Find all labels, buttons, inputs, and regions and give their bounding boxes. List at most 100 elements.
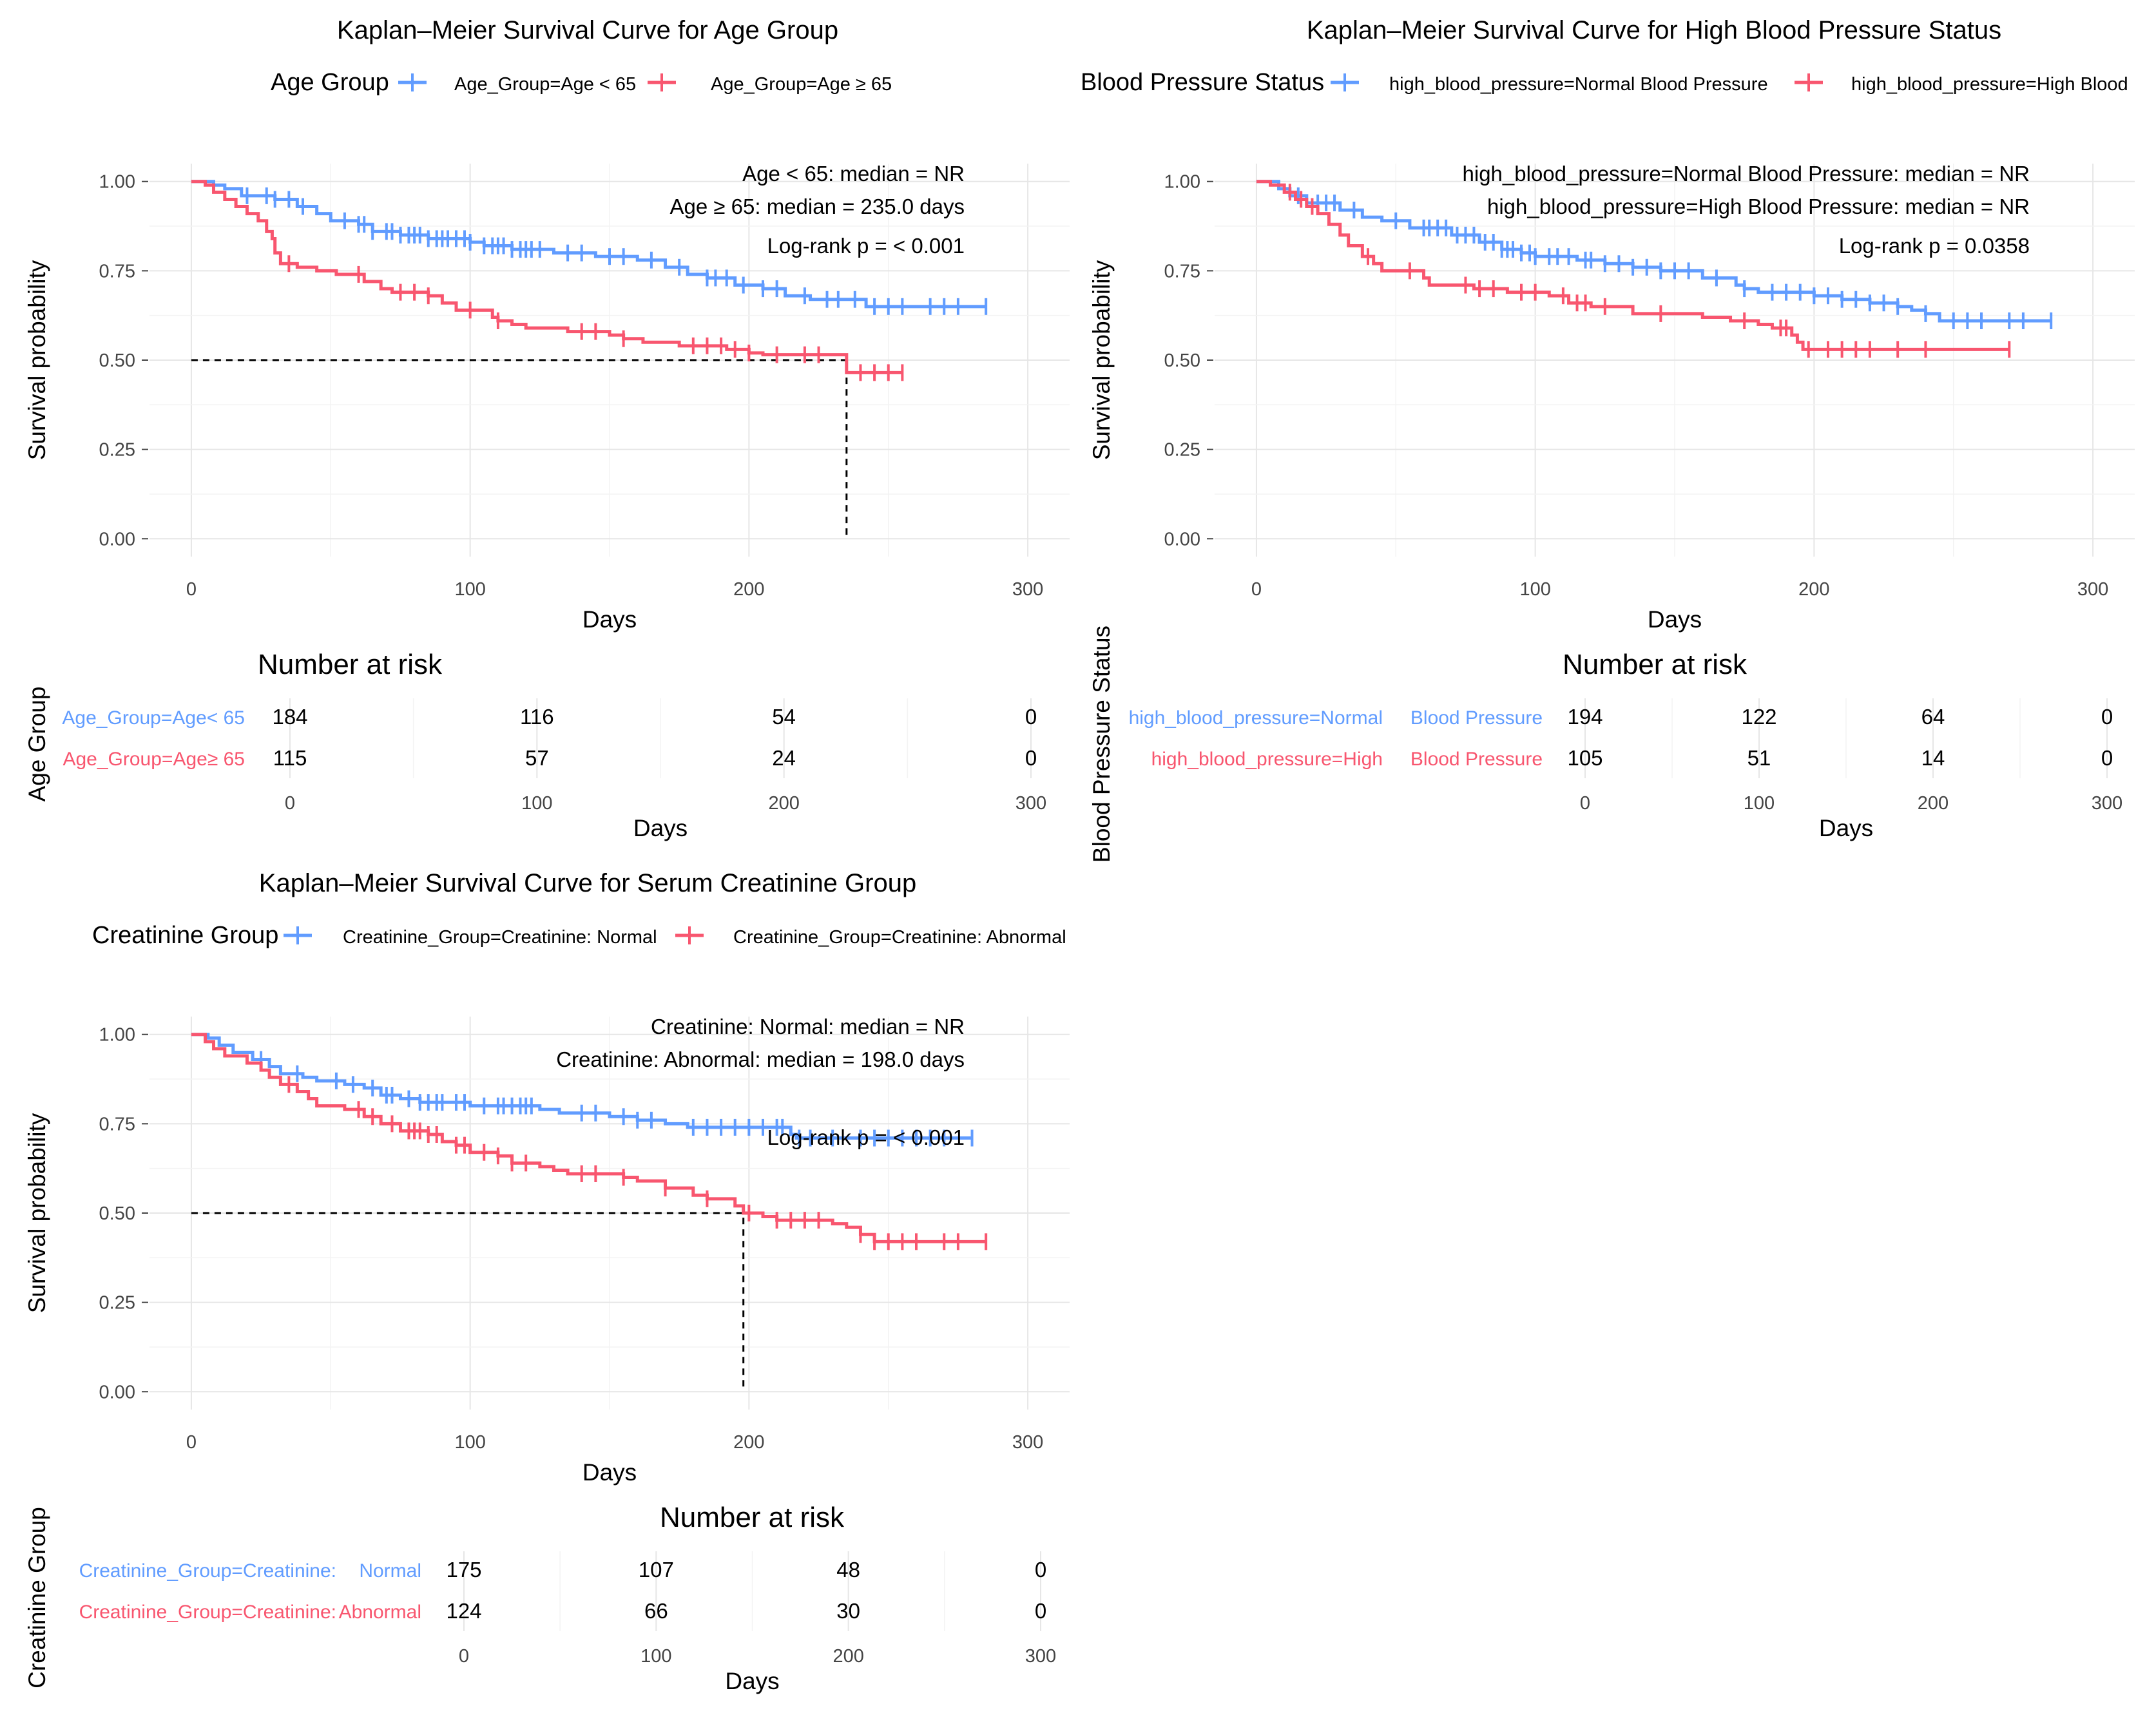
risk-y-axis-title: Age Group xyxy=(24,687,50,802)
risk-x-tick-label: 200 xyxy=(1918,793,1949,814)
km-panel-2: Kaplan–Meier Survival Curve for High Blo… xyxy=(1081,16,2135,863)
series-2 xyxy=(191,1033,988,1250)
risk-count: 14 xyxy=(1921,746,1945,770)
risk-table-title: Number at risk xyxy=(1563,649,1747,680)
y-axis-title: Survival probability xyxy=(24,260,50,460)
risk-count: 30 xyxy=(836,1599,860,1623)
x-tick-label: 200 xyxy=(1798,579,1829,600)
risk-x-tick-label: 300 xyxy=(1025,1646,1056,1667)
risk-count: 0 xyxy=(2101,746,2113,770)
risk-row-label: Creatinine_Group=Creatinine: xyxy=(79,1602,336,1623)
risk-count: 57 xyxy=(525,746,549,770)
risk-count: 24 xyxy=(772,746,796,770)
survival-curve-line xyxy=(191,1033,972,1140)
risk-count: 48 xyxy=(836,1558,860,1582)
y-tick-label: 0.00 xyxy=(99,529,135,550)
x-tick-label: 0 xyxy=(186,1432,197,1453)
x-axis-title: Days xyxy=(1648,606,1702,633)
risk-count: 0 xyxy=(1025,705,1037,729)
y-axis-title: Survival probability xyxy=(1088,260,1115,460)
legend-entry: high_blood_pressure=High Blood xyxy=(1851,74,2128,95)
legend-title: Age Group xyxy=(271,69,389,96)
risk-count: 51 xyxy=(1747,746,1771,770)
risk-count: 122 xyxy=(1741,705,1776,729)
x-tick-label: 100 xyxy=(1519,579,1550,600)
series-1 xyxy=(191,1033,974,1147)
risk-row-label: high_blood_pressure=High xyxy=(1151,749,1383,770)
series-2 xyxy=(1256,180,2011,358)
y-tick-label: 0.00 xyxy=(1164,529,1200,550)
risk-table-title: Number at risk xyxy=(258,649,443,680)
x-tick-label: 300 xyxy=(1012,1432,1043,1453)
annotation-text: Creatinine: Normal: median = NR xyxy=(651,1015,965,1038)
y-tick-label: 0.75 xyxy=(1164,261,1200,282)
annotation-text: Log-rank p = < 0.001 xyxy=(767,234,965,258)
legend-title: Creatinine Group xyxy=(92,922,278,949)
risk-x-tick-label: 300 xyxy=(1015,793,1046,814)
risk-x-tick-label: 100 xyxy=(521,793,552,814)
risk-count: 0 xyxy=(1025,746,1037,770)
risk-x-tick-label: 200 xyxy=(768,793,799,814)
risk-x-tick-label: 200 xyxy=(833,1646,863,1667)
risk-count: 64 xyxy=(1921,705,1945,729)
risk-count: 116 xyxy=(520,705,554,729)
y-axis-title: Survival probability xyxy=(24,1113,50,1313)
y-tick-label: 0.50 xyxy=(99,350,135,371)
y-tick-label: 0.25 xyxy=(99,1293,135,1314)
risk-count: 0 xyxy=(1035,1558,1046,1582)
risk-row-label-suffix: Blood Pressure xyxy=(1410,749,1543,770)
grid xyxy=(1215,164,2135,557)
annotation-text: Age < 65: median = NR xyxy=(742,162,965,186)
x-tick-label: 200 xyxy=(733,1432,764,1453)
risk-count: 66 xyxy=(644,1599,668,1623)
legend-entry: Age_Group=Age < 65 xyxy=(454,74,636,95)
risk-table-title: Number at risk xyxy=(660,1502,845,1533)
risk-row-label-suffix: Normal xyxy=(359,1560,421,1582)
risk-row-label: Age_Group=Age< 65 xyxy=(62,707,245,729)
risk-x-tick-label: 0 xyxy=(459,1646,469,1667)
risk-table: Number at risk high_blood_pressure=Normal… xyxy=(1088,626,2122,863)
legend-title: Blood Pressure Status xyxy=(1081,69,1324,96)
x-tick-label: 100 xyxy=(454,579,485,600)
y-tick-label: 0.50 xyxy=(1164,350,1200,371)
risk-count: 124 xyxy=(446,1599,481,1623)
risk-row-label-suffix: Blood Pressure xyxy=(1410,707,1543,729)
y-tick-label: 0.25 xyxy=(99,440,135,461)
risk-x-tick-label: 100 xyxy=(640,1646,671,1667)
series-1 xyxy=(191,180,988,315)
x-axis-title: Days xyxy=(582,1459,637,1486)
risk-y-axis-title: Creatinine Group xyxy=(24,1507,50,1689)
y-tick-label: 0.00 xyxy=(99,1382,135,1402)
survival-curve-line xyxy=(191,180,903,374)
x-tick-label: 0 xyxy=(1251,579,1262,600)
risk-count: 115 xyxy=(273,746,307,770)
risk-x-axis-title: Days xyxy=(1819,815,1873,841)
y-tick-label: 0.50 xyxy=(99,1203,135,1224)
chart-title: Kaplan–Meier Survival Curve for Age Grou… xyxy=(337,16,838,44)
annotation-text: Log-rank p = 0.0358 xyxy=(1839,234,2030,258)
risk-table: Number at risk Age_Group=Age< 65 184 116 54 0… xyxy=(24,649,1046,841)
survival-curve-line xyxy=(1256,180,2010,351)
annotation-text: Age ≥ 65: median = 235.0 days xyxy=(669,195,965,218)
risk-count: 54 xyxy=(772,705,796,729)
legend-entry: high_blood_pressure=Normal Blood Pressur… xyxy=(1389,74,1768,95)
annotation-text: high_blood_pressure=High Blood Pressure:… xyxy=(1487,195,2030,218)
risk-row-label: Creatinine_Group=Creatinine: xyxy=(79,1560,336,1582)
legend-entry: Creatinine_Group=Creatinine: Abnormal xyxy=(733,927,1066,948)
risk-row-label: high_blood_pressure=Normal xyxy=(1129,707,1383,729)
series-1 xyxy=(1256,180,2053,329)
annotation-text: Log-rank p = < 0.001 xyxy=(767,1125,965,1149)
y-tick-label: 0.75 xyxy=(99,261,135,282)
y-tick-label: 1.00 xyxy=(99,1025,135,1046)
x-axis-title: Days xyxy=(582,606,637,633)
annotation-text: Creatinine: Abnormal: median = 198.0 day… xyxy=(556,1048,965,1071)
x-tick-label: 300 xyxy=(1012,579,1043,600)
risk-count: 175 xyxy=(446,1558,481,1582)
risk-x-tick-label: 300 xyxy=(2092,793,2122,814)
risk-row-label-suffix: Abnormal xyxy=(339,1602,421,1623)
x-tick-label: 100 xyxy=(454,1432,485,1453)
x-tick-label: 0 xyxy=(186,579,197,600)
risk-count: 194 xyxy=(1567,705,1603,729)
risk-count: 0 xyxy=(2101,705,2113,729)
